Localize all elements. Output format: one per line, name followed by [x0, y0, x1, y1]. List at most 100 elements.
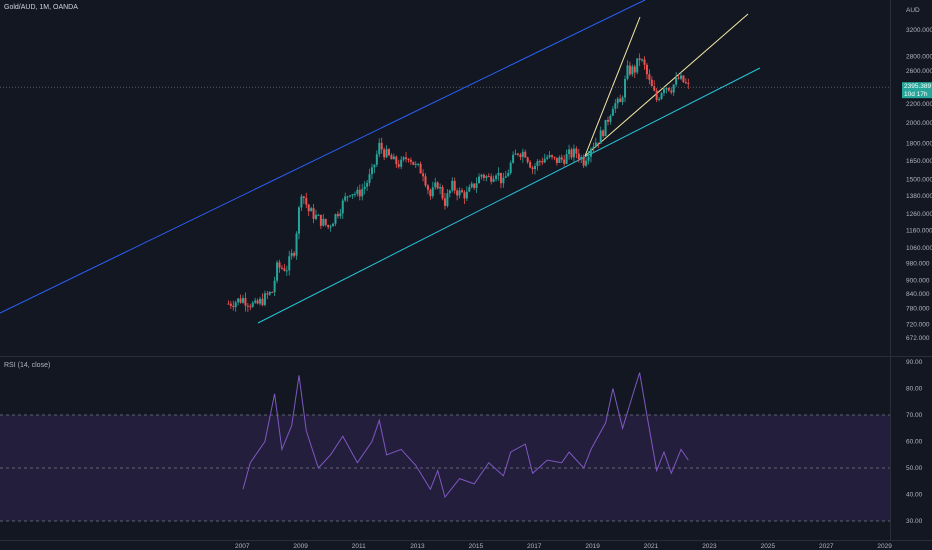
candle-body: [599, 130, 602, 144]
candle-body: [553, 156, 556, 158]
candle-body: [609, 115, 612, 122]
time-tick-label: 2013: [410, 543, 425, 550]
rsi-panel-label: RSI (14, close): [4, 362, 51, 369]
rsi-tick-label: 30.00: [906, 518, 923, 525]
candle-body: [443, 198, 446, 206]
candle-body: [344, 196, 347, 201]
candle-body: [536, 161, 539, 167]
candle-body: [636, 58, 639, 73]
candle-body: [680, 75, 682, 79]
candle-body: [361, 189, 364, 197]
candle-body: [502, 177, 505, 184]
price-tick-label: 720.000: [906, 321, 930, 328]
price-tick-label: 2600.000: [906, 68, 932, 75]
candle-body: [461, 190, 463, 193]
candle-body: [633, 66, 636, 73]
candle-body: [521, 151, 524, 158]
candle-body: [577, 153, 580, 160]
candle-body: [283, 268, 286, 271]
candle-body: [388, 149, 390, 156]
price-tick-label: 2200.000: [906, 101, 932, 108]
candle-body: [458, 190, 461, 196]
price-tick-label: 900.000: [906, 277, 930, 284]
candle-body: [631, 66, 634, 75]
candle-body: [655, 90, 658, 100]
price-tick-label: 672.000: [906, 335, 930, 342]
candle-body: [358, 189, 361, 197]
candle-body: [441, 187, 444, 199]
candle-body: [254, 300, 257, 303]
rsi-tick-label: 60.00: [906, 439, 923, 446]
candle-body: [675, 77, 678, 85]
candle-body: [470, 183, 473, 188]
candle-body: [453, 180, 456, 191]
candle-body: [524, 151, 527, 158]
candle-body: [643, 59, 646, 65]
price-tick-label: 1060.000: [906, 245, 932, 252]
candle-body: [451, 180, 454, 191]
candle-body: [614, 103, 617, 109]
candle-body: [499, 172, 502, 184]
candle-body: [315, 214, 317, 219]
candle-body: [570, 149, 573, 158]
candle-body: [419, 163, 422, 174]
candle-body: [587, 156, 590, 161]
candle-body: [526, 157, 529, 162]
candle-body: [246, 305, 249, 307]
candle-body: [670, 90, 673, 93]
upper-channel-line: [0, 0, 646, 314]
candle-body: [363, 186, 366, 190]
candle-body: [650, 79, 653, 87]
candle-body: [519, 154, 522, 158]
candle-body: [465, 191, 468, 199]
price-tick-label: 780.000: [906, 306, 930, 313]
candle-body: [478, 176, 481, 184]
last-price-value: 2395.389: [904, 83, 931, 90]
candle-body: [251, 302, 254, 307]
candle-body: [616, 98, 619, 104]
currency-label: AUD: [906, 7, 920, 14]
candle-body: [546, 157, 549, 159]
price-tick-label: 1500.000: [906, 177, 932, 184]
candle-body: [273, 280, 276, 293]
candle-body: [682, 75, 685, 83]
candle-body: [378, 142, 381, 155]
rsi-tick-label: 70.00: [906, 412, 923, 419]
rsi-tick-label: 90.00: [906, 359, 923, 366]
candle-body: [439, 187, 442, 189]
candle-body: [667, 87, 670, 91]
candle-body: [672, 84, 675, 93]
candle-body: [256, 300, 259, 304]
candle-body: [395, 156, 398, 165]
candle-body: [397, 164, 400, 167]
candle-body: [285, 270, 288, 272]
candle-body: [565, 154, 568, 164]
candle-body: [276, 262, 279, 281]
candle-body: [677, 77, 680, 79]
candle-body: [310, 208, 313, 212]
time-tick-label: 2027: [819, 543, 834, 550]
candle-body: [653, 86, 656, 91]
candle-body: [295, 233, 298, 256]
wedge-line-steep: [584, 16, 641, 157]
candle-body: [580, 156, 583, 160]
time-tick-label: 2021: [644, 543, 659, 550]
candle-body: [436, 182, 439, 189]
candle-body: [227, 303, 230, 305]
candle-body: [538, 161, 541, 163]
price-tick-label: 1800.000: [906, 141, 932, 148]
candle-body: [684, 82, 687, 84]
time-tick-label: 2007: [235, 543, 250, 550]
candle-body: [638, 58, 641, 60]
candle-body: [312, 208, 315, 219]
price-tick-label: 1160.000: [906, 227, 932, 234]
candle-body: [534, 166, 536, 170]
candle-body: [628, 65, 631, 75]
candle-body: [383, 149, 386, 158]
time-tick-label: 2025: [761, 543, 776, 550]
candle-body: [409, 159, 412, 162]
candle-body: [307, 204, 310, 212]
candle-body: [319, 214, 322, 226]
candle-body: [412, 161, 415, 165]
